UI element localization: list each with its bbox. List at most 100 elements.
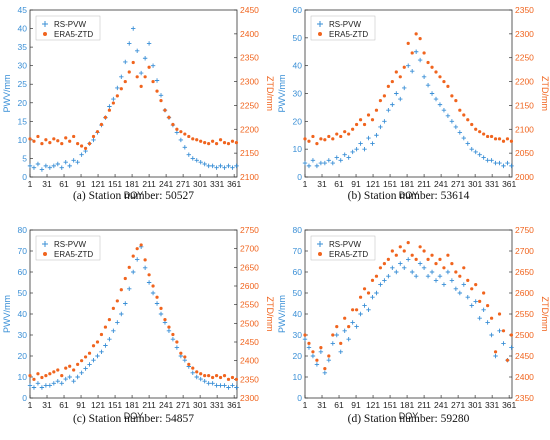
data-point-pwv: [509, 345, 514, 350]
x-tick-label: 91: [351, 400, 361, 410]
data-point-ztd: [99, 122, 104, 127]
data-point-ztd: [307, 341, 311, 345]
data-point-ztd: [64, 136, 68, 140]
legend-marker-ztd: [318, 32, 322, 36]
data-point-pwv: [425, 274, 431, 279]
data-point-pwv: [306, 345, 312, 350]
series-era5-ztd: [28, 243, 239, 381]
data-point-pwv: [302, 337, 308, 342]
legend-label: ERA5-ZTD: [54, 250, 93, 259]
data-point-pwv: [306, 163, 312, 169]
chart-panel-4: 1 31 61 91 121 151 181 211 241 271 301 331 361 DOY 0 10…: [277, 225, 550, 425]
x-tick-label: 241: [434, 179, 448, 189]
data-point-ztd: [454, 99, 458, 103]
data-point-pwv: [402, 85, 407, 91]
data-point-pwv: [354, 146, 359, 152]
data-point-pwv: [150, 63, 156, 68]
data-point-ztd: [493, 137, 498, 141]
data-point-ztd: [167, 115, 171, 119]
data-point-ztd: [390, 249, 394, 253]
data-point-pwv: [314, 362, 320, 367]
data-point-pwv: [210, 381, 215, 386]
data-point-pwv: [338, 349, 343, 354]
legend-label: RS-PVW: [329, 240, 361, 249]
y-left-tick-label: 30: [18, 330, 28, 340]
data-point-pwv: [226, 385, 231, 390]
data-point-pwv: [198, 376, 203, 382]
data-point-pwv: [409, 269, 415, 275]
data-point-pwv: [449, 119, 455, 124]
data-point-pwv: [501, 163, 506, 169]
data-point-pwv: [485, 320, 490, 325]
data-point-pwv: [47, 165, 53, 170]
data-point-ztd: [48, 372, 52, 376]
y-left-tick-label: 60: [293, 267, 303, 277]
x-tick-label: 331: [210, 400, 224, 410]
data-point-pwv: [75, 159, 80, 165]
data-point-pwv: [146, 41, 152, 46]
y-right-tick-label: 2400: [240, 356, 259, 366]
data-point-pwv: [142, 265, 148, 270]
data-point-pwv: [421, 265, 427, 270]
data-point-pwv: [226, 163, 231, 169]
y-right-tick-label: 2200: [515, 77, 534, 87]
data-point-pwv: [358, 311, 363, 317]
y-right-tick-label: 2650: [240, 262, 259, 272]
x-tick-label: 61: [59, 400, 69, 410]
y-right-tick-label: 2400: [515, 372, 534, 382]
y-left-tick-label: 70: [293, 246, 303, 256]
data-point-ztd: [199, 139, 203, 143]
data-point-ztd: [347, 132, 351, 136]
data-point-ztd: [358, 118, 363, 122]
data-point-ztd: [414, 257, 418, 261]
data-point-ztd: [80, 359, 84, 363]
data-point-pwv: [158, 311, 164, 317]
data-point-ztd: [462, 113, 466, 117]
data-point-ztd: [422, 249, 426, 253]
data-point-pwv: [477, 316, 482, 321]
data-point-ztd: [155, 295, 159, 299]
data-point-ztd: [230, 139, 235, 143]
data-point-ztd: [303, 333, 307, 337]
x-tick-label: 91: [351, 179, 361, 189]
data-point-ztd: [230, 375, 235, 380]
data-point-ztd: [32, 139, 36, 143]
y-left-tick-label: 30: [293, 330, 303, 340]
data-point-ztd: [214, 374, 219, 378]
data-point-ztd: [147, 273, 151, 277]
data-point-ztd: [60, 142, 64, 146]
data-point-ztd: [131, 254, 135, 258]
y-right-tick-label: 2000: [515, 172, 534, 182]
x-tick-label: 331: [210, 179, 224, 189]
data-point-ztd: [218, 138, 223, 142]
data-point-pwv: [465, 141, 470, 146]
y-left-tick-label: 25: [18, 79, 28, 89]
data-point-pwv: [445, 113, 451, 118]
data-point-ztd: [474, 127, 478, 131]
y-left-tick-label: 0: [297, 172, 302, 182]
data-point-pwv: [509, 163, 514, 169]
data-point-ztd: [378, 99, 383, 103]
data-point-pwv: [413, 49, 419, 54]
chart-panel-1: 1 31 61 91 121 151 181 211 241 271 301 331 361 DOY 0 5 1…: [2, 5, 275, 202]
data-point-pwv: [378, 124, 383, 130]
data-point-pwv: [310, 353, 316, 359]
y-right-tick-label: 2150: [240, 148, 259, 158]
data-point-ztd: [327, 354, 331, 358]
x-tick-label: 241: [159, 400, 173, 410]
data-point-pwv: [374, 133, 379, 138]
data-point-ztd: [478, 299, 482, 303]
y-right-tick-label: 2400: [240, 29, 259, 39]
x-tick-label: 271: [176, 179, 190, 189]
data-point-pwv: [214, 165, 219, 170]
data-point-pwv: [214, 383, 219, 388]
chart-panel-2: 1 31 61 91 121 151 181 211 241 271 301 331 361 DOY 0 10…: [277, 5, 550, 202]
data-point-ztd: [115, 94, 119, 98]
data-point-ztd: [115, 299, 119, 303]
x-tick-label: 361: [502, 400, 516, 410]
data-point-pwv: [318, 349, 324, 354]
data-point-pwv: [127, 286, 132, 291]
legend-marker-pwv: [317, 21, 323, 27]
data-point-ztd: [107, 108, 111, 112]
